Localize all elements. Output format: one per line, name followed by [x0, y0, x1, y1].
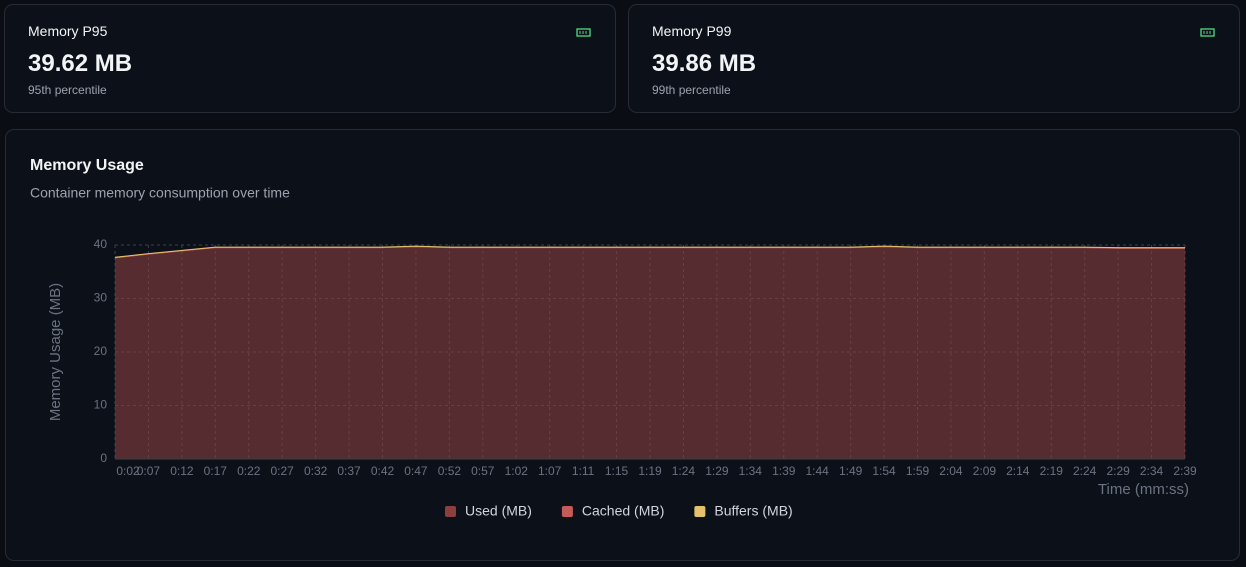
- x-tick-label: 1:29: [705, 464, 729, 478]
- x-tick-label: 1:24: [672, 464, 696, 478]
- x-tick-label: 0:02: [116, 464, 140, 478]
- x-tick-label: 0:12: [170, 464, 194, 478]
- x-tick-label: 1:07: [538, 464, 562, 478]
- x-tick-label: 1:49: [839, 464, 863, 478]
- x-tick-label: 1:15: [605, 464, 629, 478]
- area-line: [114, 245, 1185, 258]
- card-subtitle: 95th percentile: [28, 83, 107, 97]
- y-tick-label: 0: [100, 451, 107, 465]
- card-subtitle: 99th percentile: [652, 83, 731, 97]
- area: [115, 246, 1185, 459]
- x-tick-label: 2:39: [1173, 464, 1197, 478]
- card-value: 39.86 MB: [652, 50, 757, 77]
- x-tick-label: 0:32: [304, 464, 328, 478]
- legend-label: Cached (MB): [582, 503, 664, 519]
- y-tick-label: 10: [94, 398, 108, 412]
- x-tick-label: 1:59: [906, 464, 930, 478]
- memory-icon: [576, 28, 591, 37]
- memory-icon: [1200, 28, 1215, 37]
- x-tick-label: 1:19: [638, 464, 662, 478]
- legend-swatch: [445, 506, 456, 517]
- legend-swatch: [561, 506, 573, 517]
- x-tick-label: 0:52: [438, 464, 462, 478]
- y-tick-label: 40: [94, 237, 108, 251]
- x-tick-label: 0:57: [471, 464, 495, 478]
- x-tick-label: 2:34: [1140, 464, 1164, 478]
- chart-title: Memory Usage: [30, 157, 144, 174]
- card-title: Memory P99: [652, 23, 732, 39]
- x-tick-label: 2:04: [939, 464, 963, 478]
- x-axis-label: Time (mm:ss): [1098, 481, 1189, 498]
- x-tick-label: 2:19: [1040, 464, 1064, 478]
- x-tick-label: 1:11: [572, 464, 595, 478]
- x-tick-label: 0:07: [137, 464, 161, 478]
- x-tick-label: 2:29: [1106, 464, 1130, 478]
- stat-card: Memory P95 39.62 MB 95th percentile: [4, 4, 616, 113]
- x-tick-label: 1:54: [872, 464, 896, 478]
- y-tick-label: 30: [94, 291, 108, 305]
- x-tick-label: 1:02: [505, 464, 529, 478]
- y-axis-label: Memory Usage (MB): [47, 283, 64, 421]
- x-tick-label: 2:09: [973, 464, 997, 478]
- x-tick-label: 2:24: [1073, 464, 1097, 478]
- stat-card: Memory P99 39.86 MB 99th percentile: [628, 4, 1240, 113]
- x-tick-label: 0:27: [271, 464, 295, 478]
- x-tick-label: 0:17: [204, 464, 228, 478]
- card-title: Memory P95: [28, 23, 108, 39]
- x-tick-label: 0:37: [337, 464, 361, 478]
- legend-swatch: [694, 506, 706, 517]
- x-tick-label: 0:42: [371, 464, 395, 478]
- x-tick-label: 1:39: [772, 464, 796, 478]
- card-value: 39.62 MB: [28, 50, 133, 77]
- x-tick-label: 0:47: [404, 464, 428, 478]
- chart-subtitle: Container memory consumption over time: [30, 185, 290, 201]
- legend-label: Used (MB): [465, 503, 532, 519]
- x-tick-label: 2:14: [1006, 464, 1030, 478]
- x-tick-label: 1:44: [806, 464, 830, 478]
- x-tick-label: 0:22: [237, 464, 261, 478]
- x-tick-label: 1:34: [739, 464, 763, 478]
- legend-label: Buffers (MB): [714, 503, 792, 519]
- y-tick-label: 20: [94, 344, 108, 358]
